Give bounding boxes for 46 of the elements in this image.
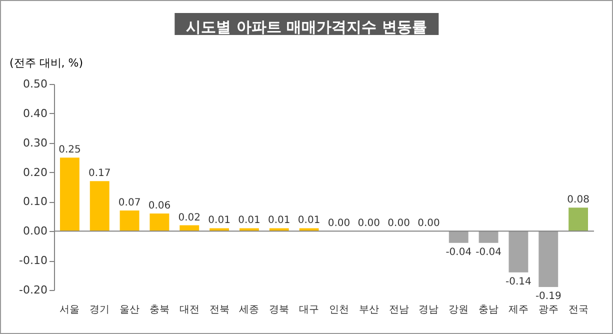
data-label: 0.00 bbox=[418, 218, 440, 230]
y-tick-label: -0.20 bbox=[19, 284, 48, 296]
x-tick-label: 광주 bbox=[538, 304, 558, 316]
x-tick-label: 충북 bbox=[149, 304, 170, 316]
y-tick-label: -0.10 bbox=[19, 254, 48, 268]
data-label: 0.25 bbox=[58, 144, 81, 156]
data-label: 0.02 bbox=[178, 212, 201, 224]
data-label: 0.06 bbox=[148, 200, 171, 212]
data-label: 0.00 bbox=[358, 218, 380, 230]
data-label: 0.01 bbox=[208, 215, 230, 226]
x-tick-label: 세종 bbox=[239, 304, 260, 316]
x-tick-label: 강원 bbox=[448, 304, 469, 316]
y-tick-label: 0.10 bbox=[23, 195, 48, 208]
x-tick-label: 전국 bbox=[568, 304, 588, 316]
data-label: -0.19 bbox=[535, 291, 562, 302]
x-tick-label: 경기 bbox=[90, 304, 110, 316]
x-tick-label: 전북 bbox=[209, 304, 230, 316]
data-label: 0.08 bbox=[567, 194, 590, 206]
x-tick-label: 경남 bbox=[418, 304, 439, 316]
x-tick-label: 서울 bbox=[60, 304, 80, 316]
x-tick-label: 부산 bbox=[358, 304, 379, 316]
x-tick-label: 울산 bbox=[120, 304, 140, 316]
x-tick-label: 제주 bbox=[508, 304, 528, 316]
data-label: 0.01 bbox=[298, 215, 320, 226]
data-label: 0.00 bbox=[328, 218, 350, 230]
data-label: 0.07 bbox=[118, 198, 141, 209]
y-axis-title: (전주 대비, %) bbox=[10, 56, 84, 70]
data-label: 0.17 bbox=[88, 168, 111, 180]
x-tick-label: 대전 bbox=[179, 304, 200, 316]
y-tick-label: 0.40 bbox=[23, 106, 48, 120]
data-label: -0.14 bbox=[506, 276, 532, 288]
x-tick-label: 대구 bbox=[299, 304, 320, 316]
chart-title: 시도별 아파트 매매가격지수 변동률 bbox=[174, 13, 439, 42]
y-tick-label: 0.50 bbox=[23, 78, 48, 90]
x-tick-label: 경북 bbox=[269, 304, 290, 316]
data-label: 0.01 bbox=[238, 215, 260, 226]
data-label: 0.01 bbox=[268, 215, 290, 226]
x-tick-label: 충남 bbox=[478, 304, 499, 316]
y-tick-label: 0.00 bbox=[23, 224, 48, 238]
x-tick-label: 전남 bbox=[388, 304, 409, 316]
data-label: -0.04 bbox=[446, 246, 472, 258]
data-label: 0.00 bbox=[388, 218, 410, 230]
y-tick-label: 0.30 bbox=[23, 136, 48, 150]
x-tick-label: 인천 bbox=[328, 304, 349, 316]
y-tick-label: 0.20 bbox=[23, 166, 48, 179]
data-label: -0.04 bbox=[476, 246, 502, 258]
